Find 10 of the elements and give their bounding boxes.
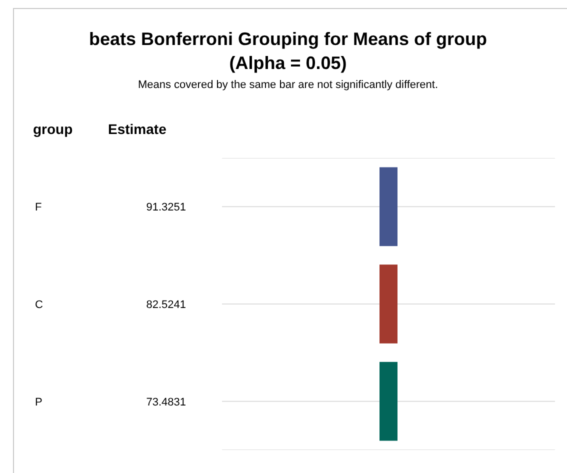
text: Estimate [108, 121, 166, 137]
text: group [33, 121, 73, 137]
category-label: P [35, 396, 42, 408]
category-label: C [35, 299, 43, 311]
data-label: 91.3251 [146, 202, 186, 214]
data-label: 73.4831 [146, 396, 186, 408]
data-label: 82.5241 [146, 299, 186, 311]
category-label: F [35, 202, 42, 214]
text: beats Bonferroni Grouping for Means of group (Alpha = 0.05) [88, 28, 488, 75]
text: Means covered by the same bar are not significantly different. [136, 79, 439, 91]
